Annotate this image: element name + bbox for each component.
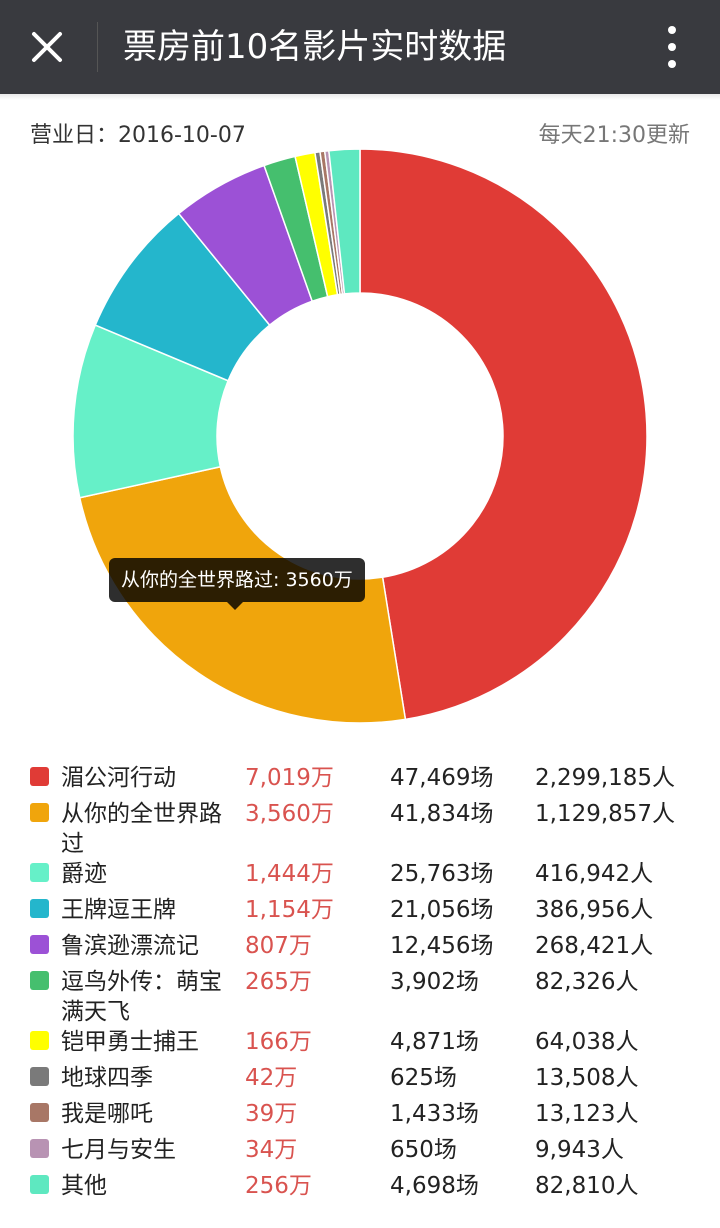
shows-count: 650场 — [390, 1137, 457, 1163]
audience-count: 82,810人 — [535, 1173, 639, 1199]
legend-swatch — [30, 971, 49, 990]
audience-count: 13,508人 — [535, 1065, 639, 1091]
box-office-value: 34万 — [245, 1137, 298, 1163]
audience-count: 416,942人 — [535, 861, 654, 887]
shows-count: 25,763场 — [390, 861, 494, 887]
shows-count: 4,871场 — [390, 1029, 479, 1055]
more-button[interactable] — [652, 22, 692, 72]
table-row: 铠甲勇士捕王 166万 4,871场 64,038人 — [0, 1024, 720, 1060]
legend-swatch — [30, 1067, 49, 1086]
movie-name: 爵迹 — [61, 861, 107, 887]
audience-count: 2,299,185人 — [535, 765, 676, 791]
title-bar: 票房前10名影片实时数据 — [0, 0, 720, 94]
box-office-value: 265万 — [245, 969, 312, 995]
shows-count: 4,698场 — [390, 1173, 479, 1199]
legend-swatch — [30, 1175, 49, 1194]
shows-count: 47,469场 — [390, 765, 494, 791]
box-office-value: 1,154万 — [245, 897, 334, 923]
legend-swatch — [30, 863, 49, 882]
box-office-value: 807万 — [245, 933, 312, 959]
box-office-value: 166万 — [245, 1029, 312, 1055]
legend-swatch — [30, 1103, 49, 1122]
audience-count: 82,326人 — [535, 969, 639, 995]
title-divider — [97, 22, 98, 72]
table-row: 爵迹 1,444万 25,763场 416,942人 — [0, 856, 720, 892]
legend-swatch — [30, 935, 49, 954]
shows-count: 3,902场 — [390, 969, 479, 995]
shows-count: 41,834场 — [390, 801, 494, 827]
header-shadow — [0, 94, 720, 100]
table-row: 我是哪吒 39万 1,433场 13,123人 — [0, 1096, 720, 1132]
table-row: 其他 256万 4,698场 82,810人 — [0, 1168, 720, 1204]
box-office-value: 3,560万 — [245, 801, 334, 827]
close-icon — [32, 32, 62, 62]
page-title: 票房前10名影片实时数据 — [123, 27, 507, 67]
movie-name: 我是哪吒 — [61, 1101, 153, 1127]
movie-name: 鲁滨逊漂流记 — [61, 933, 199, 959]
legend-swatch — [30, 1031, 49, 1050]
donut-slice-1[interactable] — [359, 148, 648, 721]
movie-name: 地球四季 — [61, 1065, 153, 1091]
business-day: 营业日：2016-10-07 — [30, 123, 246, 148]
legend-swatch — [30, 767, 49, 786]
legend-swatch — [30, 899, 49, 918]
audience-count: 9,943人 — [535, 1137, 624, 1163]
table-row: 逗鸟外传：萌宝满天飞 265万 3,902场 82,326人 — [0, 964, 720, 1025]
update-note: 每天21:30更新 — [538, 123, 690, 148]
chart-tooltip: 从你的全世界路过: 3560万 — [109, 558, 365, 610]
movie-name: 王牌逗王牌 — [61, 897, 176, 923]
table-row: 地球四季 42万 625场 13,508人 — [0, 1060, 720, 1096]
box-office-donut-chart[interactable] — [0, 140, 720, 740]
shows-count: 12,456场 — [390, 933, 494, 959]
audience-count: 64,038人 — [535, 1029, 639, 1055]
audience-count: 1,129,857人 — [535, 801, 676, 827]
legend-swatch — [30, 1139, 49, 1158]
movie-name: 逗鸟外传：萌宝满天飞 — [61, 969, 222, 1025]
close-button[interactable] — [22, 22, 74, 72]
movie-name: 七月与安生 — [61, 1137, 176, 1163]
audience-count: 13,123人 — [535, 1101, 639, 1127]
donut-slice-11[interactable] — [328, 148, 361, 295]
box-office-value: 256万 — [245, 1173, 312, 1199]
box-office-value: 42万 — [245, 1065, 298, 1091]
audience-count: 268,421人 — [535, 933, 654, 959]
shows-count: 1,433场 — [390, 1101, 479, 1127]
movie-name: 其他 — [61, 1173, 107, 1199]
table-row: 王牌逗王牌 1,154万 21,056场 386,956人 — [0, 892, 720, 928]
movie-name: 从你的全世界路过 — [61, 801, 222, 857]
box-office-value: 7,019万 — [245, 765, 334, 791]
box-office-value: 39万 — [245, 1101, 298, 1127]
table-row: 七月与安生 34万 650场 9,943人 — [0, 1132, 720, 1168]
audience-count: 386,956人 — [535, 897, 654, 923]
movie-name: 湄公河行动 — [61, 765, 176, 791]
shows-count: 21,056场 — [390, 897, 494, 923]
table-row: 鲁滨逊漂流记 807万 12,456场 268,421人 — [0, 928, 720, 964]
table-row: 湄公河行动 7,019万 47,469场 2,299,185人 — [0, 760, 720, 796]
movie-name: 铠甲勇士捕王 — [61, 1029, 199, 1055]
shows-count: 625场 — [390, 1065, 457, 1091]
table-row: 从你的全世界路过 3,560万 41,834场 1,129,857人 — [0, 796, 720, 857]
box-office-value: 1,444万 — [245, 861, 334, 887]
legend-swatch — [30, 803, 49, 822]
